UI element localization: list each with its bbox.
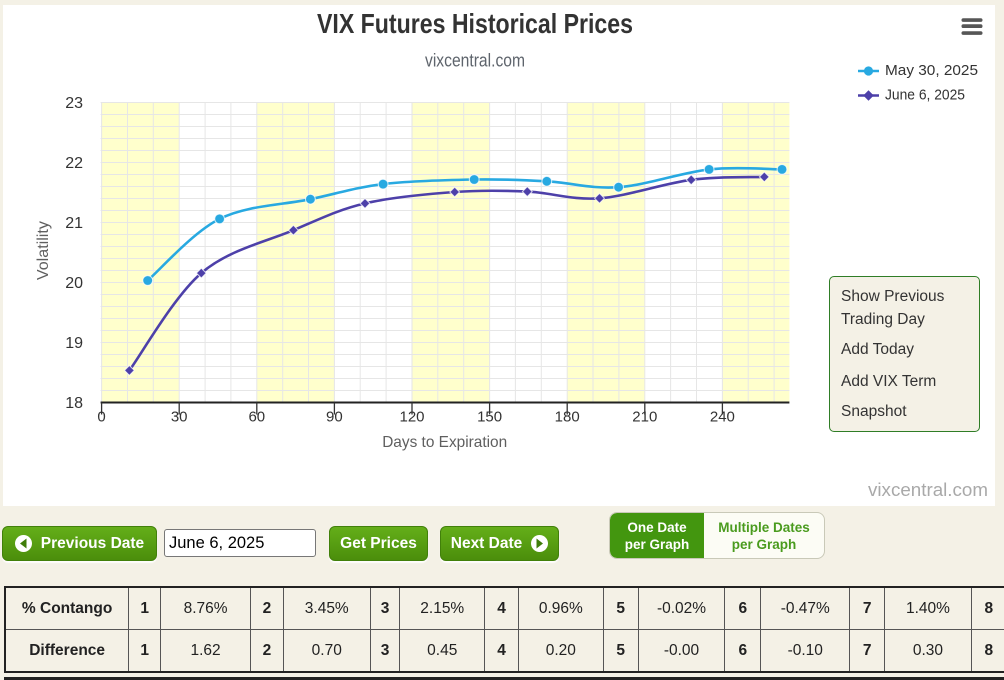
svg-text:22: 22: [65, 155, 83, 172]
svg-text:60: 60: [248, 408, 265, 425]
svg-text:30: 30: [171, 408, 188, 425]
svg-text:21: 21: [65, 215, 83, 232]
svg-text:150: 150: [477, 408, 502, 425]
svg-text:120: 120: [399, 408, 424, 425]
svg-text:vixcentral.com: vixcentral.com: [425, 51, 525, 71]
svg-text:240: 240: [710, 408, 735, 425]
svg-text:20: 20: [65, 275, 83, 292]
svg-text:18: 18: [65, 395, 83, 412]
svg-text:19: 19: [65, 335, 83, 352]
svg-text:Volatility: Volatility: [35, 221, 52, 280]
svg-text:May 30, 2025: May 30, 2025: [885, 62, 978, 79]
svg-text:90: 90: [326, 408, 343, 425]
svg-text:Days to Expiration: Days to Expiration: [382, 434, 507, 451]
svg-text:0: 0: [97, 408, 105, 425]
svg-text:180: 180: [555, 408, 580, 425]
svg-text:vixcentral.com: vixcentral.com: [868, 480, 988, 500]
svg-text:June 6, 2025: June 6, 2025: [885, 87, 965, 104]
svg-text:23: 23: [65, 95, 83, 112]
svg-text:210: 210: [632, 408, 657, 425]
svg-text:VIX Futures Historical Prices: VIX Futures Historical Prices: [317, 8, 633, 39]
